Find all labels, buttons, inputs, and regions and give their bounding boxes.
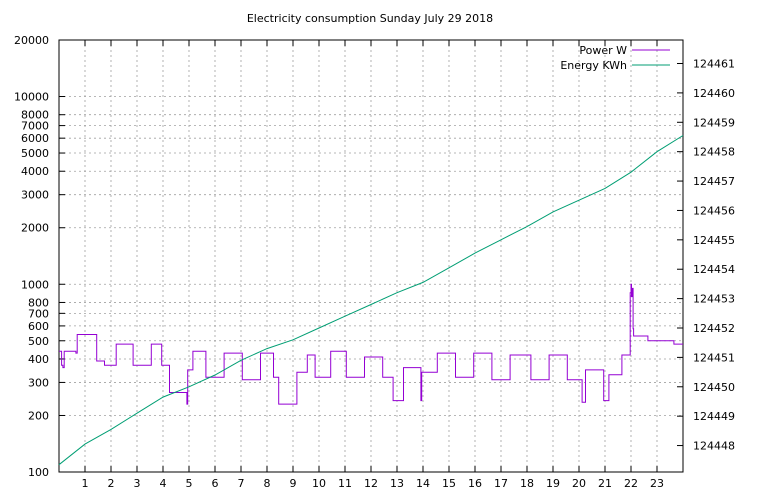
y-left-tick-label: 200: [28, 409, 49, 422]
y-right-tick-label: 124451: [693, 351, 735, 364]
y-right-tick-label: 124454: [693, 263, 735, 276]
y-left-tick-label: 5000: [21, 147, 49, 160]
x-tick-label: 8: [264, 477, 271, 490]
y-left-tick-label: 20000: [14, 34, 49, 47]
y-right-tick-label: 124456: [693, 204, 735, 217]
x-tick-label: 16: [468, 477, 482, 490]
y-right-tick-label: 124458: [693, 146, 735, 159]
x-tick-label: 9: [290, 477, 297, 490]
y-right-tick-label: 124460: [693, 87, 735, 100]
x-tick-label: 22: [624, 477, 638, 490]
y-right-tick-label: 124452: [693, 322, 735, 335]
x-tick-label: 13: [390, 477, 404, 490]
y-right-tick-label: 124457: [693, 175, 735, 188]
y-right-tick-label: 124455: [693, 234, 735, 247]
y-right-tick-label: 124453: [693, 293, 735, 306]
x-tick-label: 14: [416, 477, 430, 490]
x-tick-label: 2: [108, 477, 115, 490]
y-left-tick-label: 4000: [21, 165, 49, 178]
y-left-tick-label: 600: [28, 320, 49, 333]
y-right-tick-label: 124461: [693, 58, 735, 71]
legend: Power W Energy KWh: [560, 44, 670, 72]
legend-label-power: Power W: [579, 44, 627, 57]
grid-layer: [59, 40, 683, 472]
y-left-tick-label: 2000: [21, 222, 49, 235]
y-left-tick-label: 500: [28, 335, 49, 348]
x-tick-label: 6: [212, 477, 219, 490]
x-tick-label: 23: [650, 477, 664, 490]
y-left-tick-label: 100: [28, 466, 49, 479]
x-tick-label: 7: [238, 477, 245, 490]
y-left-tick-label: 800: [28, 296, 49, 309]
y-right-tick-label: 124448: [693, 440, 735, 453]
chart-title: Electricity consumption Sunday July 29 2…: [247, 12, 493, 25]
y-left-tick-label: 400: [28, 353, 49, 366]
legend-label-energy: Energy KWh: [560, 59, 627, 72]
y-left-tick-label: 3000: [21, 189, 49, 202]
x-tick-label: 4: [160, 477, 167, 490]
x-tick-label: 15: [442, 477, 456, 490]
y-left-tick-label: 8000: [21, 109, 49, 122]
x-tick-label: 1: [82, 477, 89, 490]
ticks-layer: 1 2 3 4 5 6 7 8 9 10 11 12 13 14 15 16 17 18 19 20 21 22 23100…: [14, 34, 735, 490]
y-right-tick-label: 124449: [693, 410, 735, 423]
x-tick-label: 17: [494, 477, 508, 490]
x-tick-label: 18: [520, 477, 534, 490]
y-left-tick-label: 1000: [21, 278, 49, 291]
x-tick-label: 10: [312, 477, 326, 490]
x-tick-label: 11: [338, 477, 352, 490]
y-left-tick-label: 700: [28, 307, 49, 320]
series-layer: [58, 135, 684, 466]
x-tick-label: 19: [546, 477, 560, 490]
x-tick-label: 5: [186, 477, 193, 490]
y-right-tick-label: 124459: [693, 116, 735, 129]
y-left-tick-label: 300: [28, 376, 49, 389]
y-left-tick-label: 6000: [21, 132, 49, 145]
y-right-tick-label: 124450: [693, 381, 735, 394]
y-left-tick-label: 7000: [21, 120, 49, 133]
x-tick-label: 3: [134, 477, 141, 490]
x-tick-label: 21: [598, 477, 612, 490]
x-tick-label: 12: [364, 477, 378, 490]
x-tick-label: 20: [572, 477, 586, 490]
energy-series-line: [58, 135, 684, 466]
y-left-tick-label: 10000: [14, 91, 49, 104]
power-series-line: [59, 283, 683, 405]
